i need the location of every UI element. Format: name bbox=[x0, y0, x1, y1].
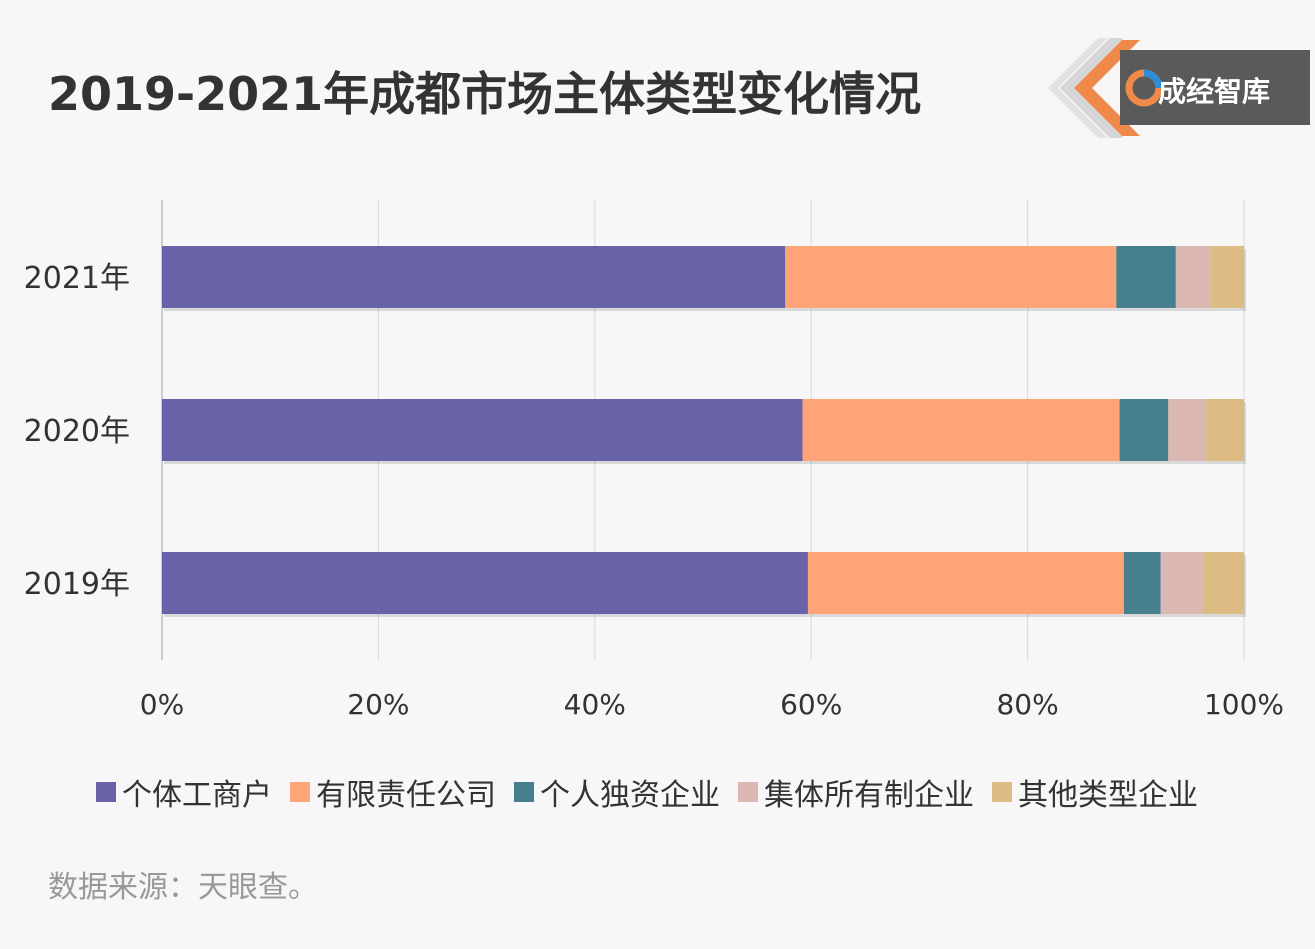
brand-logo: 成经智库 bbox=[1040, 30, 1310, 150]
x-tick-label: 100% bbox=[1204, 688, 1284, 721]
bar-segment bbox=[1160, 552, 1203, 614]
legend-swatch bbox=[96, 782, 116, 802]
bar-segment bbox=[162, 246, 786, 308]
x-tick-label: 80% bbox=[996, 688, 1058, 721]
x-tick-label: 40% bbox=[564, 688, 626, 721]
legend-label: 个人独资企业 bbox=[540, 778, 720, 813]
legend-item: 个体工商户 bbox=[96, 770, 272, 814]
x-tick-label: 60% bbox=[780, 688, 842, 721]
bar-segment bbox=[785, 246, 1117, 308]
bar-segment bbox=[162, 399, 803, 461]
legend-swatch bbox=[514, 782, 534, 802]
legend-swatch bbox=[738, 782, 758, 802]
legend-label: 其他类型企业 bbox=[1018, 778, 1198, 813]
y-category-label: 2019年 bbox=[24, 567, 130, 602]
logo-badge bbox=[1120, 50, 1310, 125]
bar-segment bbox=[1202, 552, 1244, 614]
bar-segment bbox=[162, 552, 808, 614]
bar-segment bbox=[1210, 246, 1244, 308]
chart-legend: 个体工商户 有限责任公司 个人独资企业 集体所有制企业 其他类型企业 bbox=[96, 770, 1216, 814]
bar-segment bbox=[802, 399, 1120, 461]
y-category-label: 2021年 bbox=[24, 261, 130, 296]
bar-segment bbox=[807, 552, 1124, 614]
logo-text: 成经智库 bbox=[1158, 75, 1271, 108]
chart-title: 2019-2021年成都市场主体类型变化情况 bbox=[48, 67, 922, 121]
bar-segment bbox=[1119, 399, 1169, 461]
legend-item: 个人独资企业 bbox=[514, 770, 720, 814]
legend-item: 其他类型企业 bbox=[992, 770, 1198, 814]
x-tick-label: 20% bbox=[347, 688, 409, 721]
legend-swatch bbox=[992, 782, 1012, 802]
legend-label: 个体工商户 bbox=[122, 778, 272, 813]
x-tick-label: 0% bbox=[140, 688, 184, 721]
bar-segment bbox=[1123, 552, 1161, 614]
logo-chevron-graphic bbox=[1048, 38, 1140, 138]
bar-segment bbox=[1116, 246, 1176, 308]
legend-item: 集体所有制企业 bbox=[738, 770, 974, 814]
legend-label: 有限责任公司 bbox=[316, 778, 496, 813]
legend-swatch bbox=[290, 782, 310, 802]
logo-swirl-icon bbox=[1125, 69, 1163, 107]
data-source-note: 数据来源：天眼查。 bbox=[48, 870, 318, 905]
legend-item: 有限责任公司 bbox=[290, 770, 496, 814]
bar-segment bbox=[1168, 399, 1207, 461]
y-category-label: 2020年 bbox=[24, 414, 130, 449]
bar-segment bbox=[1175, 246, 1211, 308]
legend-label: 集体所有制企业 bbox=[764, 778, 974, 813]
bar-segment bbox=[1206, 399, 1244, 461]
